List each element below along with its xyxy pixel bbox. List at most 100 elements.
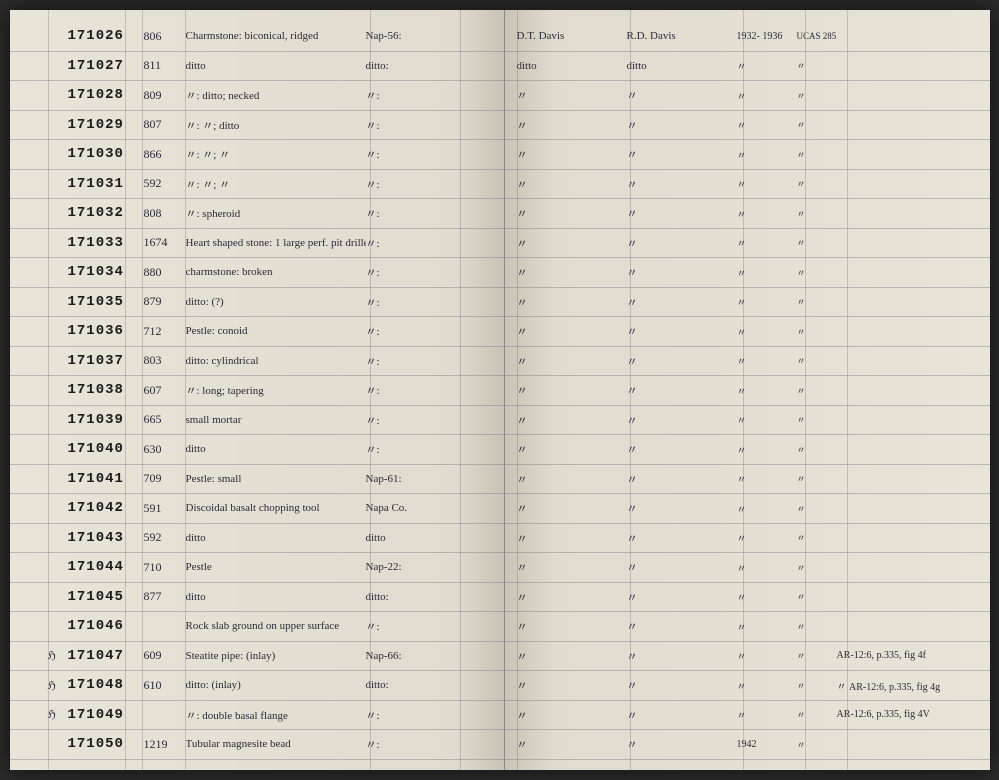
ledger-row: 〃〃〃〃	[505, 140, 990, 170]
date: 1942	[737, 739, 797, 750]
item-number: 665	[144, 412, 186, 427]
column-rule	[125, 10, 126, 770]
ucas-ref: 〃	[797, 472, 837, 485]
location: 〃:	[366, 412, 456, 428]
ledger-row: 〃〃〃〃	[505, 524, 990, 554]
column-rule	[142, 10, 143, 770]
donor: 〃	[627, 323, 737, 339]
item-number: 803	[144, 353, 186, 368]
ucas-ref: 〃	[797, 384, 837, 397]
ledger-row: 171026806Charmstone: biconical, ridgedNa…	[10, 22, 504, 52]
donor: 〃	[627, 707, 737, 723]
item-number: 811	[144, 58, 186, 73]
collector: 〃	[517, 205, 627, 221]
ledger-row: 〃〃〃〃	[505, 229, 990, 259]
ucas-ref: 〃	[797, 59, 837, 72]
column-rule	[460, 10, 461, 770]
catalog-id: 171045	[68, 589, 144, 605]
date: 〃	[737, 501, 797, 516]
date: 〃	[737, 294, 797, 309]
description: Tubular magnesite bead	[186, 738, 366, 750]
description: ditto: cylindrical	[186, 355, 366, 367]
collector: 〃	[517, 441, 627, 457]
ledger-row: 〃〃〃〃	[505, 406, 990, 436]
location: Napa Co.	[366, 502, 456, 514]
ledger-row: 171037803ditto: cylindrical〃:	[10, 347, 504, 377]
left-rows-container: 171026806Charmstone: biconical, ridgedNa…	[10, 22, 504, 760]
column-rule	[517, 10, 518, 770]
catalog-id: 171050	[68, 736, 144, 752]
row-mark: ℌ	[48, 708, 68, 721]
ledger-row: D.T. DavisR.D. Davis1932- 1936UCAS 285	[505, 22, 990, 52]
ucas-ref: 〃	[797, 207, 837, 220]
donor: 〃	[627, 146, 737, 162]
catalog-id: 171039	[68, 412, 144, 428]
catalog-id: 171047	[68, 648, 144, 664]
donor: 〃	[627, 736, 737, 752]
donor: 〃	[627, 589, 737, 605]
collector: 〃	[517, 176, 627, 192]
ledger-row: dittoditto〃〃	[505, 52, 990, 82]
description: ditto: (inlay)	[186, 679, 366, 691]
ledger-row: 171027811dittoditto:	[10, 52, 504, 82]
donor: 〃	[627, 441, 737, 457]
collector: 〃	[517, 677, 627, 693]
right-rows-container: D.T. DavisR.D. Davis1932- 1936UCAS 285 di…	[505, 22, 990, 760]
date: 〃	[737, 383, 797, 398]
description: Pestle: small	[186, 473, 366, 485]
catalog-id: 171034	[68, 264, 144, 280]
collector: 〃	[517, 353, 627, 369]
ledger-row: 〃〃〃〃	[505, 288, 990, 318]
catalog-id: 171032	[68, 205, 144, 221]
description: Discoidal basalt chopping tool	[186, 502, 366, 514]
donor: ditto	[627, 60, 737, 72]
description: Steatite pipe: (inlay)	[186, 650, 366, 662]
ledger-row: ℌ171048610ditto: (inlay)ditto:	[10, 671, 504, 701]
location: 〃:	[366, 294, 456, 310]
description: ditto	[186, 591, 366, 603]
ledger-row: ℌ171049〃: double basal flange〃:	[10, 701, 504, 731]
description: Heart shaped stone: 1 large perf. pit dr…	[186, 237, 366, 249]
item-number: 880	[144, 265, 186, 280]
item-number: 591	[144, 501, 186, 516]
description: small mortar	[186, 414, 366, 426]
catalog-id: 171036	[68, 323, 144, 339]
collector: ditto	[517, 60, 627, 72]
ledger-row: 171036712Pestle: conoid〃:	[10, 317, 504, 347]
collector: 〃	[517, 323, 627, 339]
location: 〃:	[366, 264, 456, 280]
ucas-ref: 〃	[797, 590, 837, 603]
ledger-row: 〃〃〃〃	[505, 553, 990, 583]
ledger-row: 1710331674Heart shaped stone: 1 large pe…	[10, 229, 504, 259]
item-number: 609	[144, 648, 186, 663]
ledger-row: 〃〃〃〃	[505, 612, 990, 642]
ledger-row: 〃〃1942〃	[505, 730, 990, 760]
ucas-ref: 〃	[797, 177, 837, 190]
item-number: 607	[144, 383, 186, 398]
description: Charmstone: biconical, ridged	[186, 30, 366, 42]
location: Nap-22:	[366, 561, 456, 573]
description: 〃: ditto; necked	[186, 87, 366, 103]
ledger-row: 171038607〃: long; tapering〃:	[10, 376, 504, 406]
location: ditto	[366, 532, 456, 544]
ledger-row: 171042591Discoidal basalt chopping toolN…	[10, 494, 504, 524]
donor: 〃	[627, 87, 737, 103]
date: 〃	[737, 353, 797, 368]
ucas-ref: 〃	[797, 236, 837, 249]
ucas-ref: UCAS 285	[797, 31, 837, 41]
catalog-id: 171027	[68, 58, 144, 74]
date: 〃	[737, 147, 797, 162]
collector: 〃	[517, 500, 627, 516]
item-number: 877	[144, 589, 186, 604]
catalog-id: 171029	[68, 117, 144, 133]
ucas-ref: 〃	[797, 531, 837, 544]
date: 〃	[737, 324, 797, 339]
ucas-ref: 〃	[797, 89, 837, 102]
ucas-ref: 〃	[797, 561, 837, 574]
item-number: 808	[144, 206, 186, 221]
collector: 〃	[517, 707, 627, 723]
donor: 〃	[627, 500, 737, 516]
donor: 〃	[627, 353, 737, 369]
catalog-id: 171038	[68, 382, 144, 398]
donor: 〃	[627, 264, 737, 280]
